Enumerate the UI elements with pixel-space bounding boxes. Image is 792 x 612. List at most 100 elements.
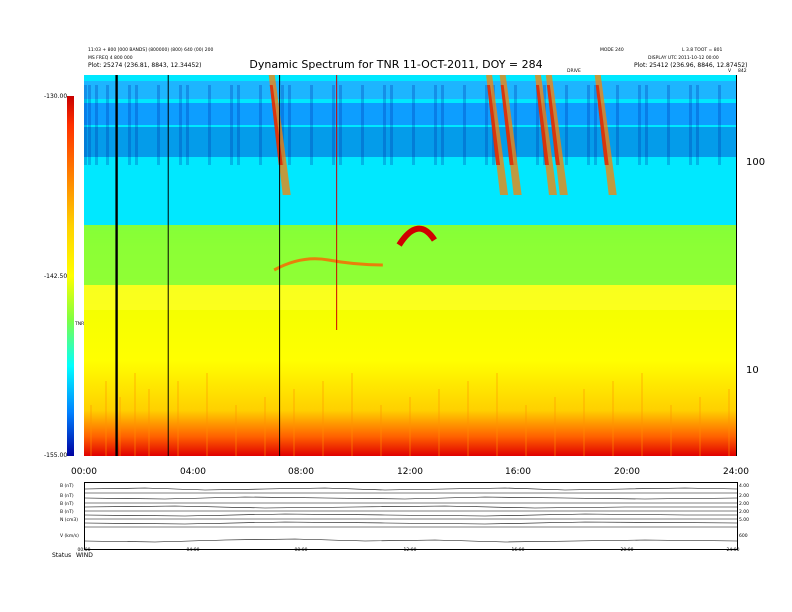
panel-right-4: 2.00 [739,510,750,515]
upper-stripe [383,85,386,165]
panel-right-2: 2.00 [739,494,750,499]
upper-stripe [616,85,619,165]
upper-stripe [135,85,138,165]
header-left-1: 11:03 + 800 [000 BANDS] (800000) (800) 6… [88,48,214,53]
upper-stripe [565,85,568,165]
panel-label-6: V (km/s) [60,534,79,539]
header-far-right: 842 [738,69,747,74]
intense-emission [396,225,437,247]
colorbar-tick-mid: -142.50 [44,273,68,280]
upper-stripe [128,85,131,165]
upper-stripe [179,85,182,165]
colorbar-tick-top: -130.00 [44,93,68,100]
upper-stripe [434,85,437,165]
upper-stripe [412,85,415,165]
radio-burst-core [595,85,609,165]
upper-stripe [95,85,98,165]
spectrum-band-2 [84,103,736,125]
upper-stripe [157,85,160,165]
panel-label-2: B (nT) [60,494,74,499]
right-axis-line [736,75,737,456]
upper-stripe [281,85,284,165]
header-left-2: MS FREQ 4 800 000 [88,56,133,61]
footer-wind: WIND [76,552,93,559]
upper-stripe [237,85,240,165]
upper-stripe [718,85,721,165]
upper-stripe [332,85,335,165]
spectrum-band-1 [84,81,736,99]
spectrum-upper-band [84,75,736,225]
spectrum-yellow-band [84,285,736,310]
panel-label-4: B (nT) [60,510,74,515]
panel-tick-2: 08:00 [294,548,308,553]
colorbar [67,96,74,456]
panel-right-6: 600 [739,534,748,539]
upper-stripe [536,85,539,165]
spectrum-band-3 [84,127,736,157]
upper-stripe [514,85,517,165]
chart-title: Dynamic Spectrum for TNR 11-OCT-2011, DO… [249,58,543,71]
upper-stripe [463,85,466,165]
panel-tick-0: 00:00 [77,548,91,553]
panel-label-1: B (nT) [60,484,74,489]
panel-stack [84,482,738,550]
footer-status: Status [52,552,72,559]
upper-stripe [667,85,670,165]
upper-stripe [339,85,342,165]
radio-burst-core [535,85,549,165]
upper-stripe [638,85,641,165]
x-tick-2000: 20:00 [614,467,640,477]
header-left-3: Plot: 25274 (236.81, 8843, 12.34452) [88,62,202,69]
upper-stripe [230,85,233,165]
upper-stripe [689,85,692,165]
x-tick-1600: 16:00 [505,467,531,477]
colorbar-label: TNR [75,322,85,327]
panel-tick-6: 24:00 [726,548,740,553]
radio-burst-core [500,85,514,165]
upper-stripe [696,85,699,165]
x-tick-0400: 04:00 [180,467,206,477]
x-tick-1200: 12:00 [397,467,423,477]
header-right-1: MODE 240 [600,48,624,53]
radio-burst-core [487,85,501,165]
header-mid-right: V [728,69,732,74]
upper-stripe [645,85,648,165]
panel-traces [84,487,738,543]
upper-stripe [390,85,393,165]
y-tick-100: 100 [746,157,766,168]
panel-right-3: 2.00 [739,502,750,507]
x-tick-0000: 00:00 [71,467,97,477]
upper-stripe [288,85,291,165]
upper-stripe [441,85,444,165]
upper-stripe [587,85,590,165]
header-mid: DRIVE [567,69,581,74]
panel-tick-1: 04:00 [186,548,200,553]
upper-stripe [259,85,262,165]
panel-tick-5: 20:00 [620,548,634,553]
upper-stripe [186,85,189,165]
header-right-3: DISPLAY UTC 2011-10-12 00:00 [648,56,719,61]
upper-stripe [106,85,109,165]
upper-stripe [84,85,87,165]
spectrogram [84,75,736,456]
panel-right-5: 5.00 [739,518,750,523]
spectrum-events [84,75,730,456]
panel-label-3: B (nT) [60,502,74,507]
upper-stripe [310,85,313,165]
radio-burst-core [546,85,560,165]
upper-stripe [594,85,597,165]
x-tick-0800: 08:00 [288,467,314,477]
panel-label-5: N (cm3) [60,518,79,523]
upper-stripe [208,85,211,165]
panel-right-1: 4.00 [739,484,750,489]
panel-tick-4: 16:00 [511,548,525,553]
upper-stripe [485,85,488,165]
colorbar-tick-bottom: -155.00 [44,452,68,459]
upper-stripe [361,85,364,165]
emission-line [273,257,383,272]
header-right-4: Plot: 25412 (236.96, 8846, 12.87452) [634,62,748,69]
y-tick-10: 10 [746,365,759,376]
header-right-2: L 3.8 TOOT = 801 [682,48,723,53]
upper-stripe [88,85,91,165]
panel-tick-3: 12:00 [403,548,417,553]
